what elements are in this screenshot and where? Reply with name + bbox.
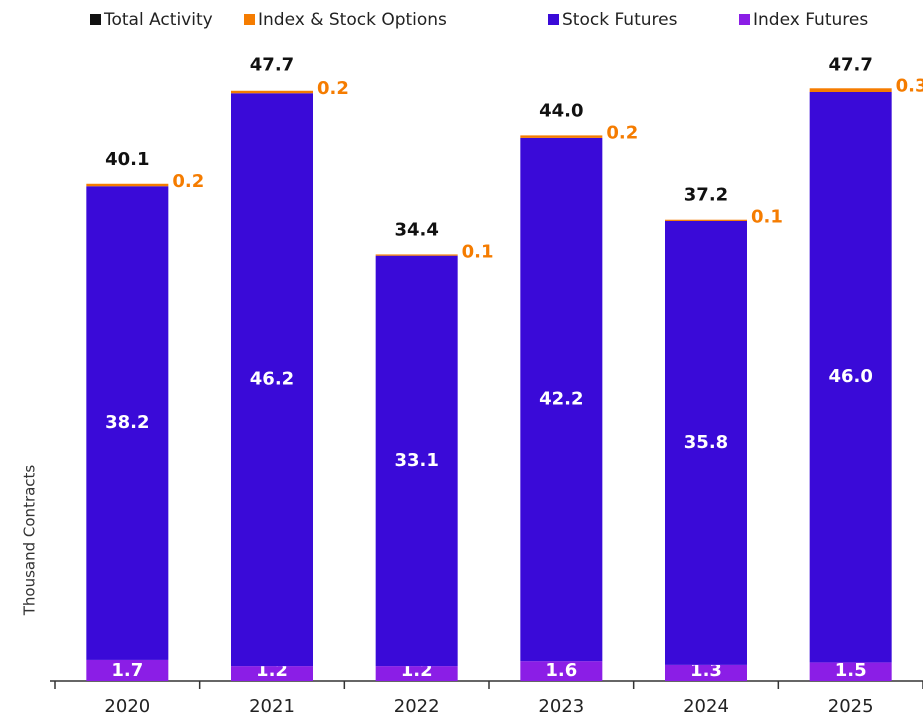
data-label: 0.1	[751, 207, 783, 228]
data-label: 0.2	[317, 78, 349, 99]
total-label: 47.7	[828, 55, 872, 76]
bar-segment	[231, 666, 313, 681]
legend-swatch	[548, 14, 559, 25]
x-tick-label: 2021	[249, 696, 295, 716]
x-tick-label: 2022	[394, 696, 440, 716]
bar-segment	[520, 135, 603, 138]
data-label: 0.1	[462, 241, 494, 262]
data-label: 1.3	[690, 660, 722, 681]
bar-segment	[86, 183, 169, 187]
total-label: 40.1	[105, 149, 149, 170]
bar-segment	[231, 90, 313, 94]
y-axis-label: Thousand Contracts	[21, 465, 39, 617]
bar-segment	[520, 137, 603, 662]
data-label: 1.5	[835, 660, 867, 681]
data-label: 46.0	[828, 366, 872, 387]
bar-segment	[375, 255, 458, 667]
bar-segment	[231, 93, 313, 667]
data-label: 1.6	[545, 660, 577, 681]
data-label: 0.2	[606, 122, 638, 143]
bar-segment	[375, 666, 458, 681]
data-label: 38.2	[105, 412, 149, 433]
data-label: 46.2	[250, 369, 294, 390]
bar-segment	[665, 664, 747, 681]
bar-segment	[375, 254, 458, 256]
x-tick-label: 2023	[538, 696, 584, 716]
data-label: 1.7	[111, 660, 143, 681]
x-tick-label: 2025	[828, 696, 874, 716]
legend-label: Index Futures	[753, 10, 868, 30]
data-label: 0.3	[896, 75, 923, 96]
legend-label: Stock Futures	[562, 10, 678, 30]
bar-segment	[520, 661, 603, 681]
data-label: 42.2	[539, 389, 583, 410]
data-label: 0.2	[172, 171, 204, 192]
legend-swatch	[244, 14, 255, 25]
bar-segment	[86, 186, 169, 660]
bar-segment	[809, 88, 892, 92]
legend-swatch	[90, 14, 101, 25]
total-label: 37.2	[684, 185, 728, 206]
legend-label: Total Activity	[103, 10, 213, 30]
bar-segment	[809, 92, 892, 663]
total-label: 47.7	[250, 55, 294, 76]
x-tick-label: 2020	[104, 696, 150, 716]
bar-segment	[86, 659, 169, 681]
bar-segment	[665, 219, 747, 221]
bar-segment	[665, 220, 747, 665]
legend-label: Index & Stock Options	[258, 10, 447, 30]
bar-segment	[809, 662, 892, 681]
data-label: 33.1	[394, 450, 438, 471]
legend-swatch	[739, 14, 750, 25]
x-tick-label: 2024	[683, 696, 729, 716]
data-label: 35.8	[684, 432, 728, 453]
total-label: 34.4	[394, 219, 438, 240]
total-label: 44.0	[539, 100, 583, 121]
